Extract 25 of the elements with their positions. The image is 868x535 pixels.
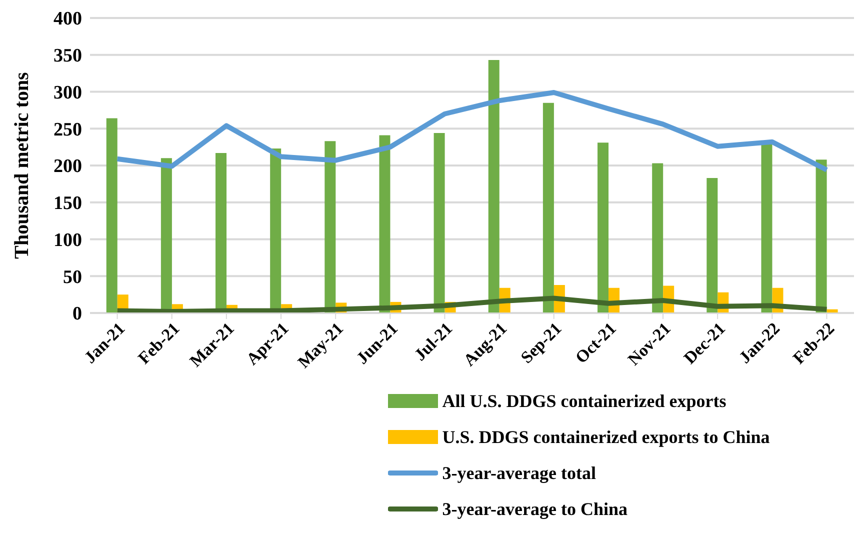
- bar: [434, 133, 445, 313]
- bar: [761, 143, 772, 313]
- legend-label: 3-year-average to China: [442, 498, 628, 520]
- y-tick-label: 250: [54, 119, 82, 140]
- bar: [652, 163, 664, 313]
- bar: [324, 141, 336, 313]
- y-tick-label: 400: [54, 8, 82, 30]
- y-tick-label: 0: [72, 304, 82, 325]
- bar: [816, 160, 827, 313]
- y-axis-title: Thousand metric tons: [11, 72, 34, 259]
- y-tick-label: 100: [54, 230, 82, 251]
- y-tick-label: 300: [54, 82, 82, 104]
- y-tick-label: 350: [54, 46, 82, 67]
- bar: [106, 118, 118, 313]
- bar: [706, 178, 718, 313]
- y-tick-label: 150: [54, 193, 82, 214]
- legend-label: 3-year-average total: [442, 462, 596, 484]
- y-tick-label: 200: [54, 156, 82, 178]
- bar: [598, 142, 609, 313]
- y-tick-label: 50: [63, 266, 82, 288]
- bar: [488, 60, 500, 313]
- legend-label: U.S. DDGS containerized exports to China: [442, 426, 770, 448]
- legend-label: All U.S. DDGS containerized exports: [442, 390, 726, 412]
- bar: [542, 102, 554, 313]
- bar: [379, 135, 390, 313]
